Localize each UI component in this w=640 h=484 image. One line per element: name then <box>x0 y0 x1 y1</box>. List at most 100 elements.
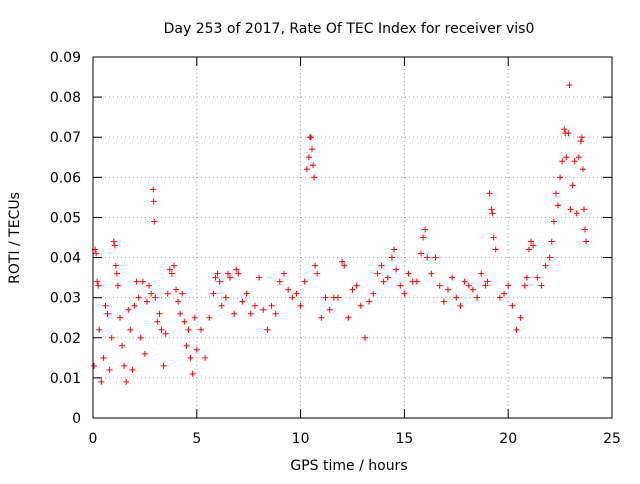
data-point <box>289 294 296 301</box>
data-point <box>374 270 381 277</box>
data-point <box>489 210 496 217</box>
data-point <box>432 254 439 261</box>
data-point <box>314 270 321 277</box>
data-point <box>193 346 200 353</box>
data-point <box>405 270 412 277</box>
x-tick-label: 20 <box>499 431 517 447</box>
data-point <box>231 310 238 317</box>
y-tick-label: 0.07 <box>50 130 81 146</box>
data-point <box>119 342 126 349</box>
data-point <box>575 154 582 161</box>
data-point <box>583 238 590 245</box>
data-point <box>160 362 167 369</box>
data-point <box>453 294 460 301</box>
data-point <box>312 262 319 269</box>
data-point <box>158 326 165 333</box>
data-point <box>170 262 177 269</box>
x-tick-label: 10 <box>292 431 310 447</box>
data-point <box>525 246 532 253</box>
data-point <box>285 286 292 293</box>
chart-title: Day 253 of 2017, Rate Of TEC Index for r… <box>164 21 535 37</box>
data-point <box>517 314 524 321</box>
x-tick-label: 5 <box>192 431 201 447</box>
plot-border <box>92 56 613 419</box>
data-point <box>247 310 254 317</box>
data-point <box>311 174 318 181</box>
data-point <box>293 290 300 297</box>
data-point <box>202 354 209 361</box>
data-point <box>557 174 564 181</box>
data-point <box>523 274 530 281</box>
data-point <box>449 274 456 281</box>
data-point <box>428 270 435 277</box>
axes <box>92 56 613 419</box>
data-point <box>353 282 360 289</box>
data-point <box>154 318 161 325</box>
grid-lines <box>93 57 612 418</box>
data-point <box>566 82 573 89</box>
data-point <box>150 198 157 205</box>
data-point <box>559 158 566 165</box>
data-point <box>469 286 476 293</box>
y-tick-label: 0.03 <box>50 291 81 307</box>
x-tick-label: 0 <box>89 431 98 447</box>
data-point <box>214 270 221 277</box>
data-point <box>422 226 429 233</box>
tick-labels: 0 0.01 0.02 0.03 0.04 0.05 0.06 0.07 0.08 0.09 0 5 1… <box>50 50 621 447</box>
data-point <box>550 218 557 225</box>
x-tick-label: 15 <box>395 431 413 447</box>
data-point <box>578 134 585 141</box>
data-point <box>521 282 528 289</box>
data-point <box>569 182 576 189</box>
data-point <box>530 242 537 249</box>
data-point <box>465 282 472 289</box>
data-point <box>100 354 107 361</box>
data-point <box>185 326 192 333</box>
data-point <box>206 314 213 321</box>
data-point <box>210 290 217 297</box>
data-point <box>162 330 169 337</box>
x-axis-label: GPS time / hours <box>290 458 407 474</box>
data-point <box>486 190 493 197</box>
y-tick-label: 0.04 <box>50 251 81 267</box>
data-point <box>94 278 101 285</box>
data-point <box>260 306 267 313</box>
data-point <box>272 310 279 317</box>
data-point <box>571 158 578 165</box>
data-point <box>297 302 304 309</box>
data-point <box>212 274 219 281</box>
data-point <box>301 278 308 285</box>
data-point <box>191 314 198 321</box>
data-point <box>561 126 568 133</box>
x-tick-label: 25 <box>603 431 621 447</box>
y-axis-label: ROTI / TECUs <box>7 192 23 284</box>
data-point <box>492 246 499 253</box>
data-point <box>534 274 541 281</box>
data-point <box>345 314 352 321</box>
data-point <box>239 298 246 305</box>
data-point <box>251 302 258 309</box>
data-point <box>146 282 153 289</box>
data-point <box>418 250 425 257</box>
data-point <box>490 234 497 241</box>
data-point <box>548 238 555 245</box>
data-point <box>235 270 242 277</box>
data-point <box>444 286 451 293</box>
data-point <box>179 290 186 297</box>
data-point <box>98 378 105 385</box>
data-point <box>567 206 574 213</box>
data-point <box>173 286 180 293</box>
data-point <box>563 154 570 161</box>
data-point <box>135 294 142 301</box>
data-point <box>127 326 134 333</box>
data-point <box>326 306 333 313</box>
data-point <box>104 310 111 317</box>
data-points <box>91 82 590 385</box>
data-point <box>108 334 115 341</box>
data-point <box>580 206 587 213</box>
data-point <box>513 326 520 333</box>
data-point <box>370 290 377 297</box>
data-point <box>264 326 271 333</box>
